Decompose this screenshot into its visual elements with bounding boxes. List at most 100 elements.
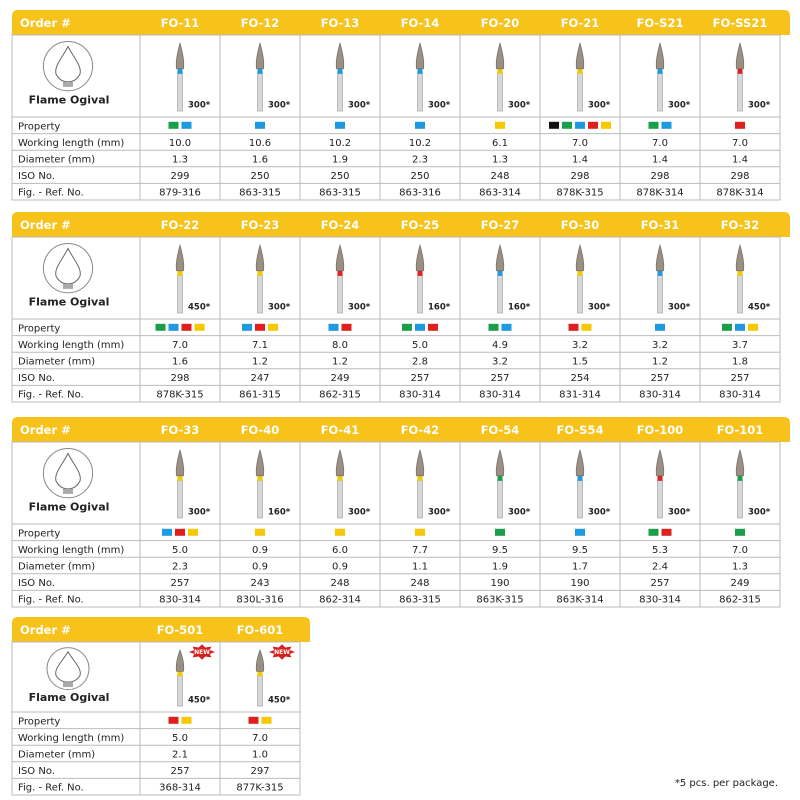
property-swatch bbox=[168, 716, 179, 724]
cell-ref: 878K-314 bbox=[636, 188, 683, 199]
property-swatch bbox=[495, 121, 505, 129]
product-code: FO-22 bbox=[161, 218, 200, 232]
product-code: FO-601 bbox=[237, 623, 284, 637]
bur-head bbox=[255, 448, 265, 477]
bur-head bbox=[655, 41, 665, 70]
property-swatch bbox=[402, 323, 412, 331]
cell-diameter: 1.0 bbox=[252, 750, 268, 761]
cell-ref: 862-315 bbox=[719, 595, 761, 606]
property-swatch bbox=[268, 323, 278, 331]
property-swatch bbox=[748, 323, 758, 331]
speed-label: 160* bbox=[428, 303, 451, 313]
bur-head bbox=[495, 448, 505, 477]
cell-ref: 862-314 bbox=[319, 595, 361, 606]
bur-shank bbox=[257, 479, 263, 519]
cell-length: 7.7 bbox=[412, 545, 428, 556]
cell-iso: 257 bbox=[730, 373, 749, 384]
cell-ref: 877K-315 bbox=[236, 783, 283, 794]
property-swatch bbox=[175, 528, 185, 536]
bur-head bbox=[575, 448, 585, 477]
property-swatch bbox=[568, 323, 579, 331]
bur-shank bbox=[417, 274, 423, 314]
new-badge-text: NEW bbox=[194, 649, 210, 656]
product-code: FO-S21 bbox=[637, 16, 684, 30]
bur-band bbox=[177, 475, 183, 481]
cell-diameter: 1.9 bbox=[332, 155, 348, 166]
bur-band bbox=[737, 68, 743, 74]
property-swatch bbox=[168, 121, 179, 129]
cell-ref: 879-316 bbox=[159, 188, 201, 199]
new-badge bbox=[188, 644, 216, 660]
cell-diameter: 1.2 bbox=[332, 357, 348, 368]
row-label: Diameter (mm) bbox=[18, 357, 95, 368]
header-label: Order # bbox=[20, 16, 71, 30]
cell-length: 7.0 bbox=[732, 138, 748, 149]
product-code: FO-11 bbox=[161, 16, 200, 30]
bur-head bbox=[415, 243, 425, 272]
property-swatch bbox=[575, 528, 585, 536]
cell-ref: 863K-315 bbox=[476, 595, 523, 606]
cell-diameter: 1.6 bbox=[172, 357, 188, 368]
product-code: FO-42 bbox=[401, 423, 440, 437]
property-swatch bbox=[575, 121, 585, 129]
cell-iso: 250 bbox=[330, 171, 349, 182]
cell-ref: 830-314 bbox=[399, 390, 441, 401]
cell-length: 3.2 bbox=[572, 340, 588, 351]
bur-shank bbox=[497, 479, 503, 519]
product-code: FO-21 bbox=[561, 16, 600, 30]
speed-label: 300* bbox=[668, 101, 691, 111]
speed-label: 300* bbox=[748, 508, 771, 518]
shape-label: Flame Ogival bbox=[29, 94, 110, 107]
bur-shank bbox=[417, 479, 423, 519]
bur-head bbox=[175, 41, 185, 70]
speed-label: 160* bbox=[508, 303, 531, 313]
bur-shank bbox=[657, 479, 663, 519]
bur-shank bbox=[337, 72, 343, 112]
row-label: Property bbox=[18, 528, 60, 539]
bur-head bbox=[175, 649, 185, 672]
cell-ref: 863-314 bbox=[479, 188, 521, 199]
bur-band bbox=[577, 68, 583, 74]
shape-label: Flame Ogival bbox=[29, 296, 110, 309]
cell-length: 5.0 bbox=[172, 545, 188, 556]
cell-diameter: 0.9 bbox=[332, 562, 348, 573]
cell-length: 7.0 bbox=[652, 138, 668, 149]
property-swatch bbox=[722, 323, 732, 331]
header-label: Order # bbox=[20, 218, 71, 232]
property-swatch bbox=[648, 121, 659, 129]
row-label: Working length (mm) bbox=[18, 545, 124, 556]
row-label: Fig. - Ref. No. bbox=[18, 783, 84, 794]
bur-head bbox=[655, 243, 665, 272]
row-label: Diameter (mm) bbox=[18, 750, 95, 761]
cell-length: 6.1 bbox=[492, 138, 508, 149]
bur-band bbox=[497, 68, 503, 74]
shape-base bbox=[63, 488, 73, 494]
bur-head bbox=[335, 448, 345, 477]
row-label: Property bbox=[18, 121, 60, 132]
speed-label: 160* bbox=[268, 508, 291, 518]
cell-diameter: 1.4 bbox=[732, 155, 748, 166]
bur-head bbox=[415, 448, 425, 477]
product-code: FO-41 bbox=[321, 423, 360, 437]
shape-label: Flame Ogival bbox=[29, 691, 110, 704]
bur-band bbox=[577, 475, 583, 481]
product-code: FO-31 bbox=[641, 218, 680, 232]
cell-diameter: 1.8 bbox=[732, 357, 748, 368]
cell-iso: 243 bbox=[250, 578, 269, 589]
bur-shank bbox=[177, 674, 183, 707]
property-swatch bbox=[255, 528, 265, 536]
bur-band bbox=[577, 270, 583, 276]
property-swatch bbox=[255, 121, 265, 129]
bur-shank bbox=[577, 72, 583, 112]
bur-band bbox=[737, 270, 743, 276]
property-swatch bbox=[155, 323, 166, 331]
speed-label: 300* bbox=[508, 101, 531, 111]
bur-head bbox=[255, 243, 265, 272]
shape-base bbox=[63, 283, 73, 289]
cell-diameter: 1.2 bbox=[652, 357, 668, 368]
cell-length: 8.0 bbox=[332, 340, 348, 351]
bur-band bbox=[737, 475, 743, 481]
bur-shank bbox=[257, 674, 263, 707]
cell-length: 7.1 bbox=[252, 340, 268, 351]
cell-ref: 863K-314 bbox=[556, 595, 603, 606]
